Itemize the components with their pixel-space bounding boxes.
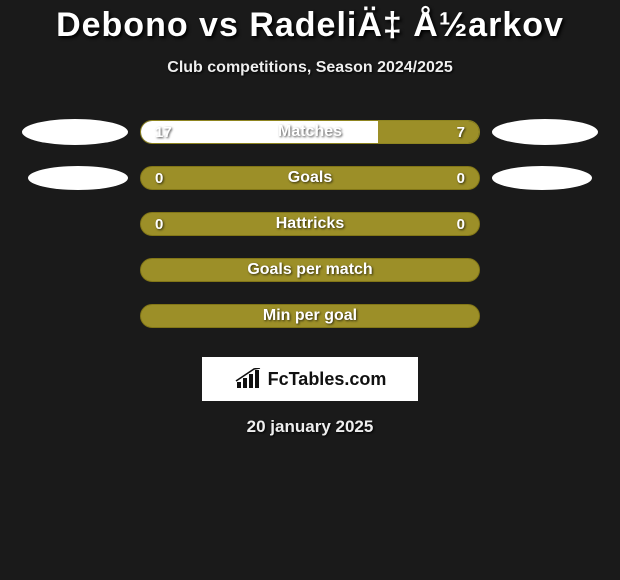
spacer-right <box>492 211 598 237</box>
stat-value-left: 0 <box>155 170 163 187</box>
spacer-right <box>492 303 598 329</box>
brand-box: FcTables.com <box>202 357 418 401</box>
spacer-left <box>22 211 128 237</box>
stat-value-right: 0 <box>457 216 465 233</box>
player-right-oval <box>492 166 592 190</box>
stat-row-mpg: Min per goal <box>0 293 620 339</box>
comparison-infographic: Debono vs RadeliÄ‡ Å½arkov Club competit… <box>0 0 620 580</box>
stat-row-matches: 17 Matches 7 <box>0 109 620 155</box>
stat-label: Goals per match <box>141 261 479 279</box>
stat-value-right: 0 <box>457 170 465 187</box>
stat-label: Min per goal <box>141 307 479 325</box>
bar-left-segment <box>141 121 378 143</box>
stat-row-hattricks: 0 Hattricks 0 <box>0 201 620 247</box>
stat-value-left: 0 <box>155 216 163 233</box>
stat-bar-goals: 0 Goals 0 <box>140 166 480 190</box>
stat-bar-mpg: Min per goal <box>140 304 480 328</box>
date-text: 20 january 2025 <box>0 417 620 437</box>
stat-label: Goals <box>141 169 479 187</box>
page-subtitle: Club competitions, Season 2024/2025 <box>0 59 620 77</box>
spacer-right <box>492 257 598 283</box>
brand-text: FcTables.com <box>268 369 387 390</box>
spacer-left <box>22 257 128 283</box>
player-right-oval <box>492 119 598 145</box>
stat-bar-hattricks: 0 Hattricks 0 <box>140 212 480 236</box>
stat-bar-matches: 17 Matches 7 <box>140 120 480 144</box>
stat-label: Hattricks <box>141 215 479 233</box>
stat-rows: 17 Matches 7 0 Goals 0 0 Hattricks 0 <box>0 109 620 339</box>
stat-value-left: 17 <box>155 124 172 141</box>
stat-row-gpm: Goals per match <box>0 247 620 293</box>
page-title: Debono vs RadeliÄ‡ Å½arkov <box>0 0 620 45</box>
spacer-left <box>22 303 128 329</box>
stat-row-goals: 0 Goals 0 <box>0 155 620 201</box>
player-left-oval <box>28 166 128 190</box>
chart-icon <box>234 368 262 390</box>
player-left-oval <box>22 119 128 145</box>
stat-value-right: 7 <box>457 124 465 141</box>
stat-bar-gpm: Goals per match <box>140 258 480 282</box>
